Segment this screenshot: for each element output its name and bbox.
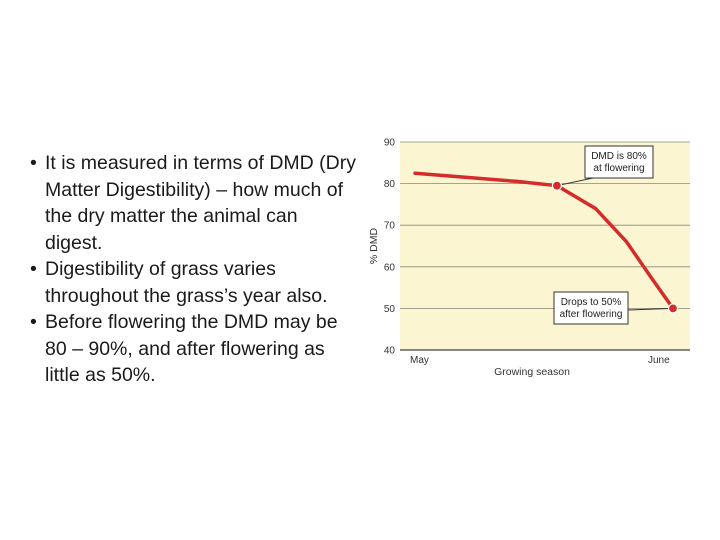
annotation-box (553, 291, 629, 325)
y-tick-label: 60 (384, 262, 396, 273)
y-tick-label: 50 (384, 304, 396, 315)
annotations: DMD is 80%at flowering Drops to 50%after … (553, 145, 674, 325)
bullet-item: • Before flowering the DMD may be 80 – 90… (30, 309, 360, 389)
y-tick-labels: 90 80 70 60 50 40 (384, 138, 396, 357)
bullet-marker: • (30, 311, 37, 333)
y-axis-label: % DMD (368, 228, 380, 265)
annotation-leader (556, 177, 594, 187)
x-tick-label-june: June (648, 355, 670, 366)
data-point-marker (667, 303, 679, 314)
annotation-box (584, 145, 654, 179)
y-tick-label: 80 (384, 179, 396, 190)
bullet-text: Before flowering the DMD may be 80 – 90%… (45, 311, 338, 386)
bullet-item: • It is measured in terms of DMD (Dry Mat… (30, 150, 360, 256)
y-tick-label: 70 (384, 221, 396, 232)
x-axis-label: Growing season (494, 366, 570, 378)
y-tick-label: 90 (384, 138, 396, 149)
annotation-text: after flowering (560, 309, 623, 320)
annotation-leader (627, 307, 674, 311)
data-markers (551, 180, 679, 314)
annotation-text: at flowering (593, 163, 644, 174)
data-point-marker (551, 180, 562, 191)
y-tick-label: 40 (384, 346, 396, 357)
annotation-text: DMD is 80% (591, 151, 647, 162)
bullet-text: Digestibility of grass varies throughout… (45, 258, 328, 307)
x-tick-label-may: May (410, 355, 429, 366)
bullet-item: • Digestibility of grass varies throughou… (30, 256, 360, 309)
bullet-marker: • (30, 152, 37, 174)
dmd-series-line (413, 171, 675, 311)
bullet-list: • It is measured in terms of DMD (Dry Mat… (30, 150, 360, 389)
bullet-text: It is measured in terms of DMD (Dry Matt… (45, 152, 356, 254)
bullet-marker: • (30, 258, 37, 280)
dmd-line-chart: 90 80 70 60 50 40 % DMD May June Growing seas… (368, 138, 690, 378)
annotation-text: Drops to 50% (561, 297, 622, 308)
